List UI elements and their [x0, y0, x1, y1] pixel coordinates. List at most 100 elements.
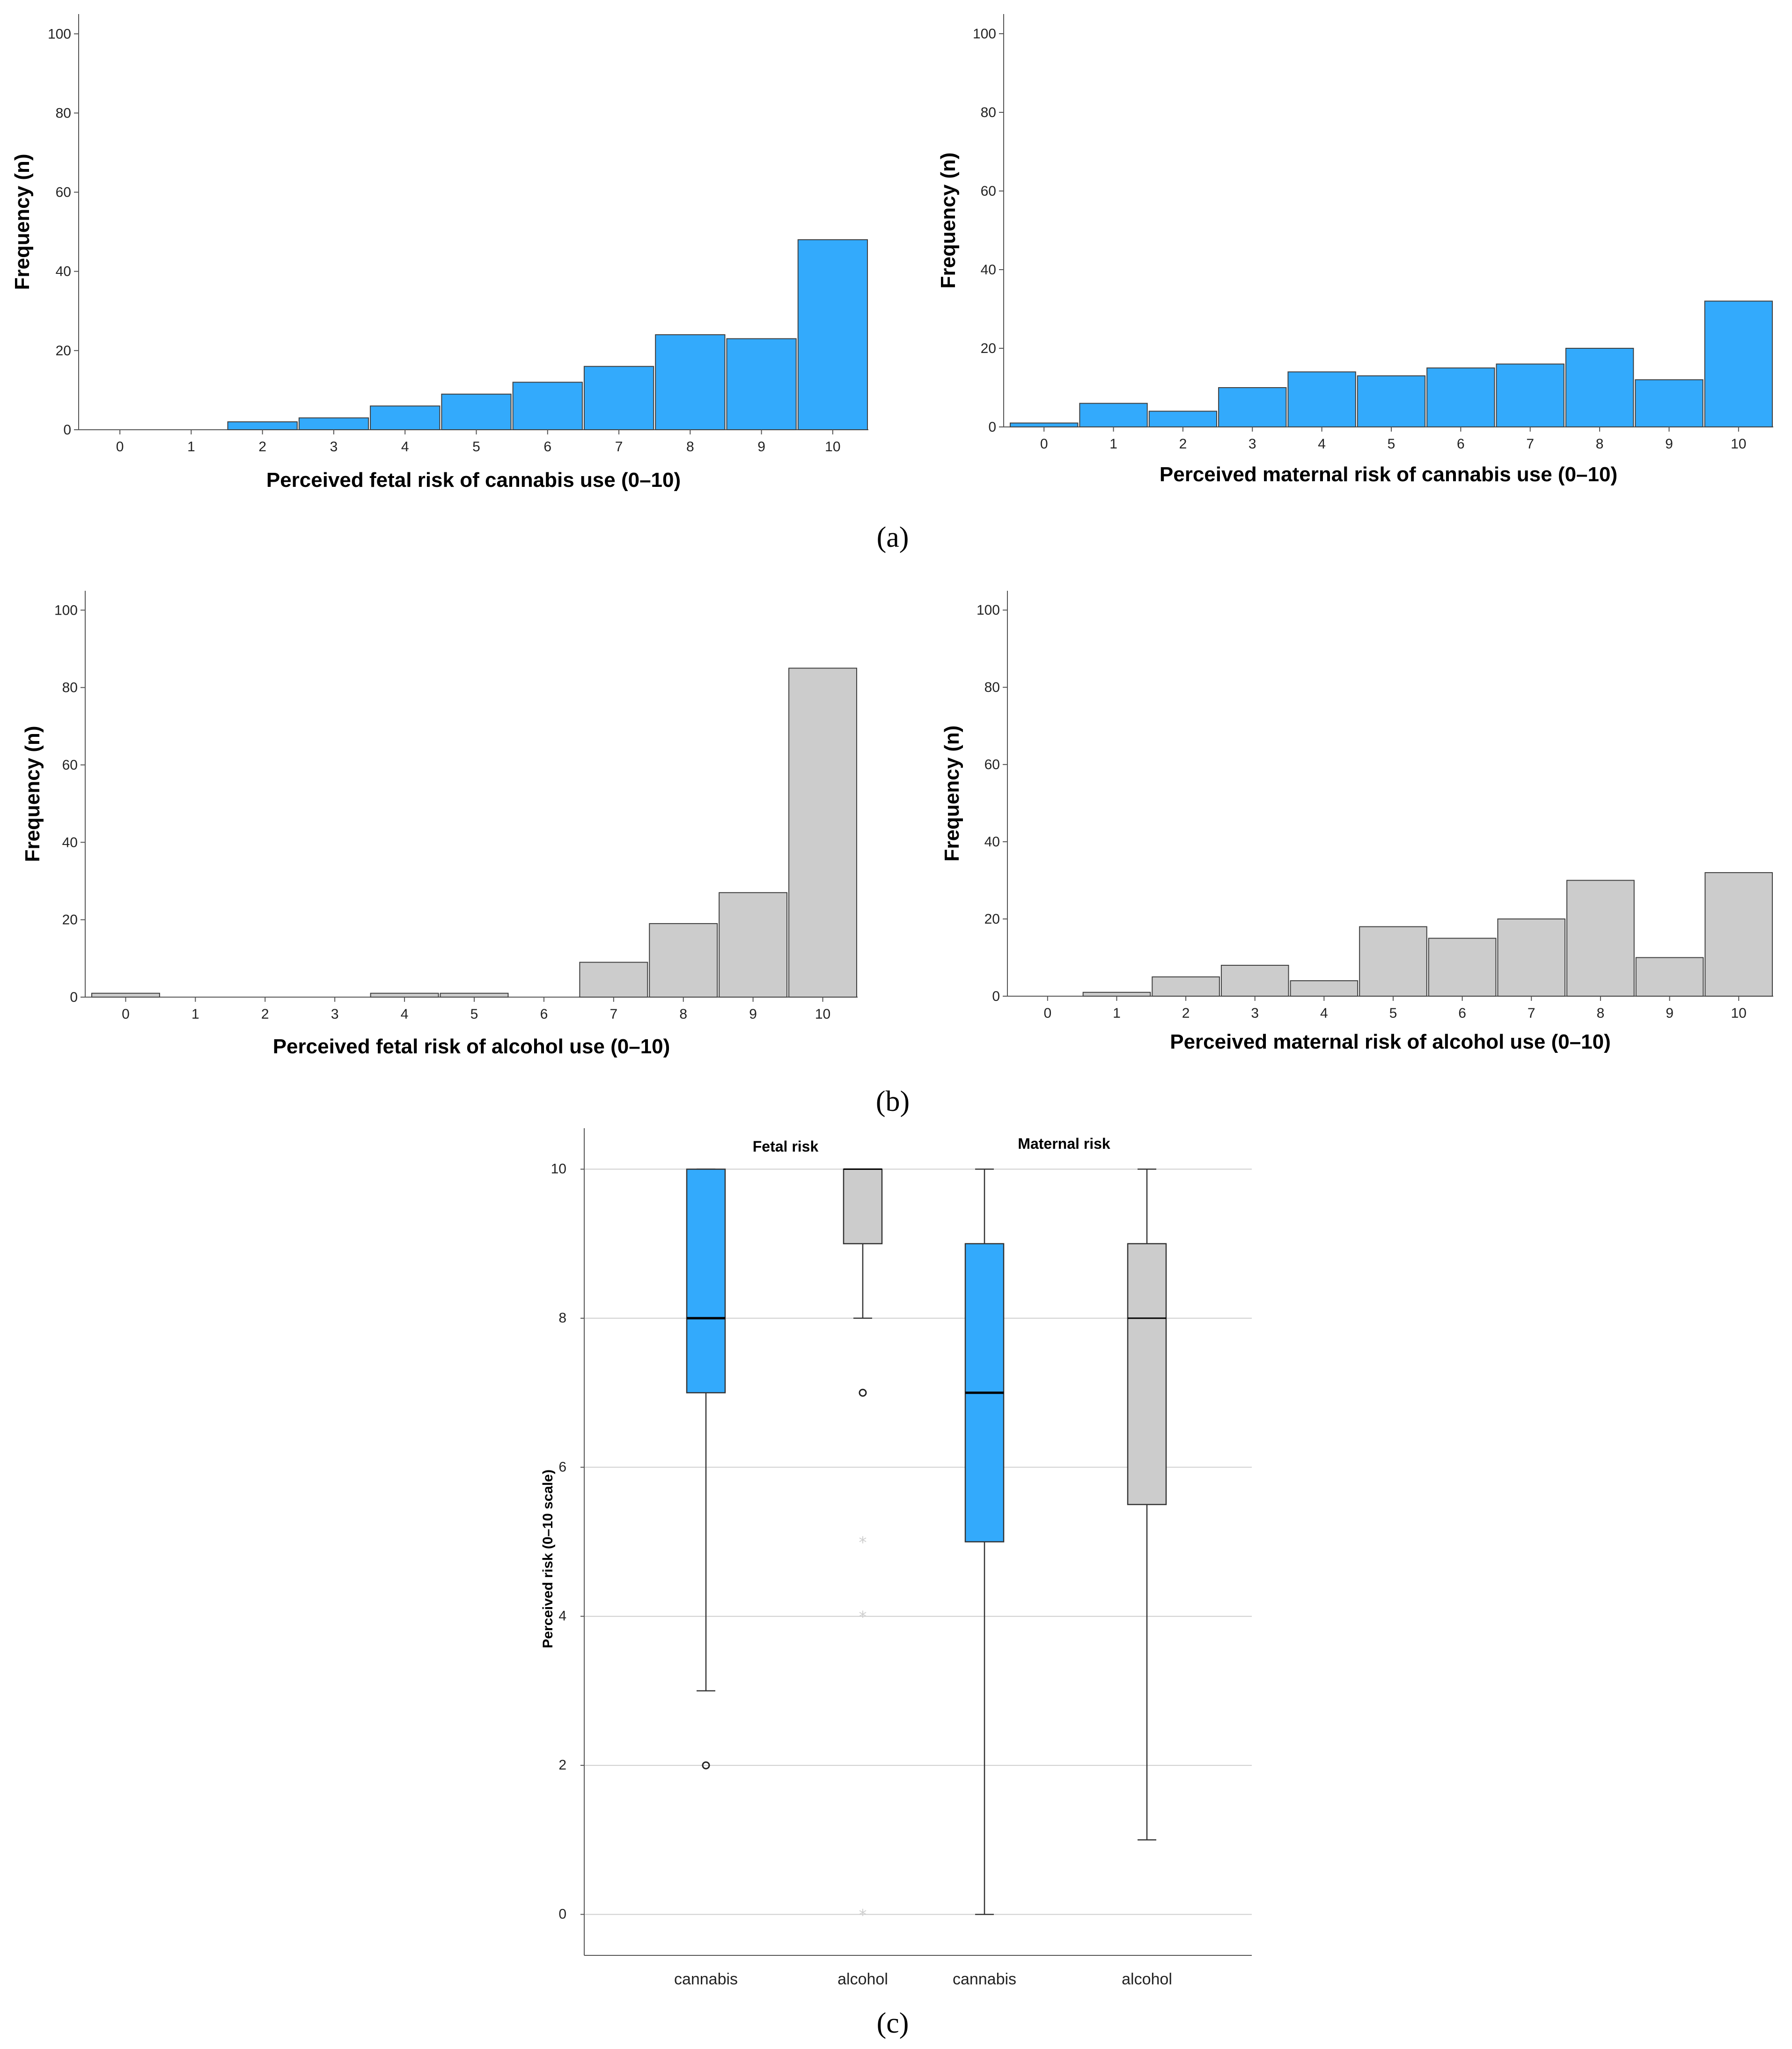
x-tick-label: 2	[1179, 436, 1187, 452]
bar	[1220, 965, 1289, 997]
x-tick-label: 0	[1040, 436, 1048, 452]
x-tick-label: 6	[1458, 1006, 1466, 1021]
x-tick-label: 0	[122, 1006, 130, 1022]
y-tick-label: 10	[551, 1161, 566, 1177]
x-tick-label: 6	[543, 439, 551, 455]
bar	[726, 338, 797, 430]
x-tick-label: 5	[1389, 1006, 1397, 1021]
y-tick-label: 20	[56, 343, 71, 359]
extreme-point: *	[859, 1906, 867, 1924]
boxplot-perceived-risk: 0 2 4 6 8 10 cannabis * * * alcohol cannabis alcohol…	[540, 1128, 1252, 1988]
x-category-label: alcohol	[837, 1970, 888, 1988]
bar	[440, 992, 509, 998]
box	[1127, 1243, 1167, 1506]
x-tick-label: 5	[472, 439, 480, 455]
x-tick-label: 10	[1731, 436, 1746, 452]
bar	[1290, 980, 1359, 997]
outlier-point	[702, 1761, 710, 1770]
bar	[655, 334, 726, 430]
y-tick-label: 60	[62, 757, 78, 773]
bar	[1357, 375, 1426, 427]
y-tick-label: 40	[62, 835, 78, 850]
bar	[1565, 348, 1634, 427]
x-tick-label: 8	[679, 1006, 687, 1022]
y-tick-label: 60	[984, 757, 1000, 772]
y-tick-label: 20	[981, 341, 996, 356]
x-tick-label: 0	[116, 439, 124, 455]
x-tick-label: 10	[825, 439, 840, 455]
y-axis-label: Perceived risk (0–10 scale)	[540, 1469, 556, 1648]
y-axis-label: Frequency (n)	[940, 726, 963, 862]
y-tick-label: 2	[558, 1757, 566, 1773]
x-tick-label: 4	[401, 439, 409, 455]
bar	[1704, 872, 1773, 997]
x-tick-label: 9	[757, 439, 765, 455]
histogram-fetal-cannabis: 0 20 40 60 80 100 0 1 2 3 4 5 6 7 8 9 10 Perceived fetal …	[11, 14, 868, 492]
x-tick-label: 1	[1109, 436, 1117, 452]
x-tick-label: 8	[1596, 436, 1604, 452]
bar	[1496, 363, 1564, 427]
x-tick-label: 3	[331, 1006, 339, 1022]
x-tick-label: 5	[1388, 436, 1395, 452]
x-tick-label: 4	[1318, 436, 1326, 452]
y-tick-label: 0	[988, 419, 996, 435]
x-tick-label: 5	[470, 1006, 478, 1022]
x-tick-label: 9	[1666, 1006, 1674, 1021]
histogram-maternal-alcohol: 0 20 40 60 80 100 0 1 2 3 4 5 6 7 8 9 10 Perceived matern…	[940, 591, 1773, 1053]
y-tick-label: 80	[56, 105, 71, 121]
bar	[1079, 403, 1148, 427]
x-tick-label: 2	[261, 1006, 269, 1022]
x-tick-label: 3	[1251, 1006, 1259, 1021]
histogram-maternal-cannabis: 0 20 40 60 80 100 0 1 2 3 4 5 6 7 8 9 10 Perceived matern…	[937, 14, 1773, 486]
x-tick-label: 9	[1665, 436, 1673, 452]
y-axis-label: Frequency (n)	[21, 726, 44, 862]
y-tick-label: 4	[558, 1608, 566, 1624]
bar	[1148, 411, 1218, 428]
x-tick-label: 8	[1597, 1006, 1605, 1021]
y-tick-label: 80	[981, 105, 996, 120]
y-tick-label: 0	[992, 989, 1000, 1004]
y-tick-label: 60	[56, 185, 71, 200]
x-tick-label: 7	[610, 1006, 617, 1022]
bar	[1426, 367, 1495, 427]
x-tick-label: 4	[401, 1006, 409, 1022]
bar	[298, 417, 369, 431]
panel-label-a: (a)	[877, 521, 909, 553]
box	[686, 1168, 726, 1394]
x-tick-label: 2	[258, 439, 266, 455]
bar	[649, 923, 718, 998]
x-tick-label: 1	[191, 1006, 199, 1022]
y-tick-label: 40	[984, 834, 1000, 850]
group-label-fetal: Fetal risk	[753, 1138, 819, 1155]
x-axis-label: Perceived maternal risk of alcohol use (…	[1170, 1030, 1611, 1053]
y-tick-label: 0	[63, 422, 71, 438]
bar	[579, 962, 648, 998]
x-tick-label: 10	[1731, 1006, 1746, 1021]
x-tick-label: 6	[1457, 436, 1465, 452]
bar	[1635, 957, 1704, 997]
panel-label-b: (b)	[876, 1086, 910, 1117]
bar	[797, 239, 868, 430]
bar	[1218, 387, 1287, 427]
y-axis-label: Frequency (n)	[937, 153, 960, 289]
x-tick-label: 3	[1249, 436, 1256, 452]
x-category-label: cannabis	[674, 1970, 738, 1988]
y-tick-label: 20	[62, 912, 78, 928]
x-tick-label: 7	[615, 439, 623, 455]
bar	[370, 992, 439, 998]
bar	[788, 668, 858, 998]
x-tick-label: 9	[749, 1006, 757, 1022]
outlier-point	[859, 1388, 867, 1397]
bar	[1635, 379, 1704, 428]
y-tick-label: 40	[981, 262, 996, 278]
y-tick-label: 100	[48, 26, 71, 42]
x-tick-label: 3	[330, 439, 338, 455]
x-axis-label: Perceived maternal risk of cannabis use …	[1160, 463, 1617, 486]
x-tick-label: 2	[1182, 1006, 1190, 1021]
bar	[583, 366, 654, 431]
x-tick-label: 8	[686, 439, 694, 455]
y-tick-label: 40	[56, 264, 71, 279]
x-tick-label: 7	[1526, 436, 1534, 452]
panel-label-c: (c)	[877, 2007, 909, 2039]
